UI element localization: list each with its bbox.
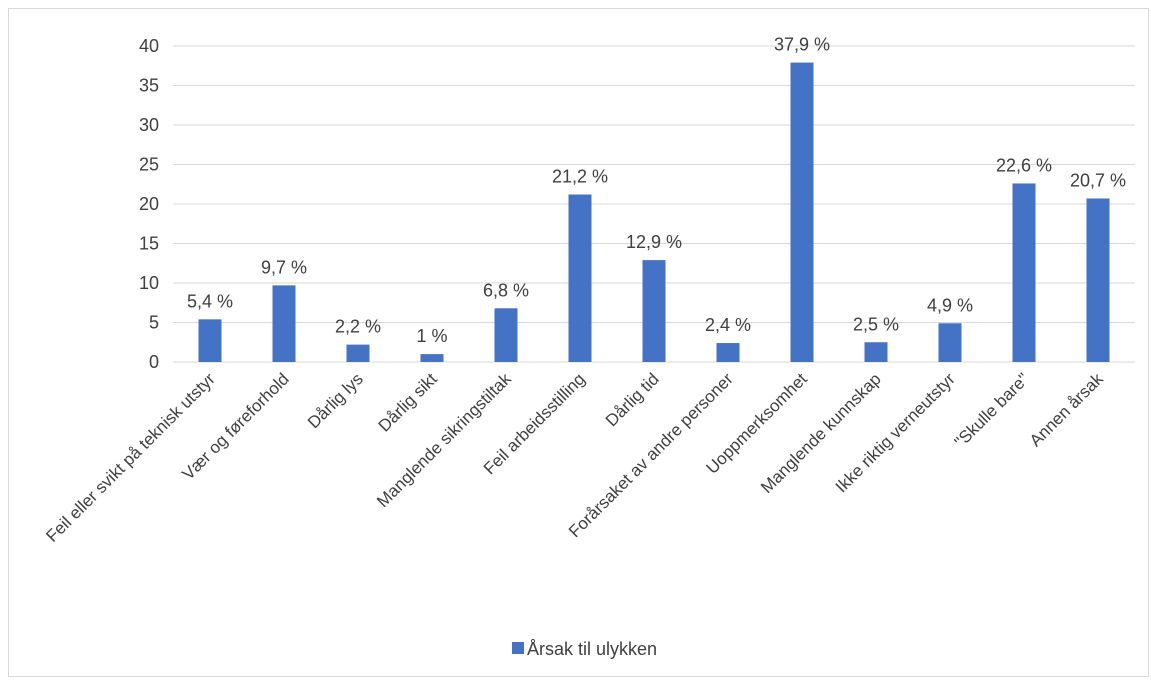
data-label: 4,9 % bbox=[927, 295, 973, 315]
y-tick-label: 5 bbox=[149, 313, 159, 333]
legend: Årsak til ulykken bbox=[512, 639, 657, 659]
y-axis-tick-labels: 0 5 10 15 20 25 30 35 40 bbox=[139, 36, 159, 372]
bar bbox=[198, 319, 222, 362]
x-category-label: Manglende kunnskap bbox=[757, 369, 885, 497]
legend-swatch bbox=[512, 642, 524, 654]
bar bbox=[1086, 198, 1110, 362]
data-label: 2,5 % bbox=[853, 314, 899, 334]
x-category-label: Manglende sikringstiltak bbox=[373, 369, 515, 511]
data-label: 6,8 % bbox=[483, 280, 529, 300]
bar bbox=[642, 260, 666, 362]
x-category-label: "Skulle bare" bbox=[951, 369, 1033, 451]
y-tick-label: 0 bbox=[149, 352, 159, 372]
legend-label: Årsak til ulykken bbox=[527, 639, 657, 659]
y-tick-label: 15 bbox=[139, 234, 159, 254]
bar bbox=[346, 344, 370, 362]
y-tick-label: 40 bbox=[139, 36, 159, 56]
bar-chart: 0 5 10 15 20 25 30 35 40 5,4 % 9,7 % 2,2 % 1 % 6,8 %… bbox=[42, 35, 1135, 659]
data-label: 2,4 % bbox=[705, 315, 751, 335]
x-category-label: Dårlig lys bbox=[304, 369, 367, 432]
bar bbox=[568, 194, 592, 362]
bars bbox=[198, 62, 1110, 363]
data-label: 12,9 % bbox=[626, 232, 682, 252]
data-label: 37,9 % bbox=[774, 35, 830, 55]
y-tick-label: 35 bbox=[139, 76, 159, 96]
bar bbox=[1012, 183, 1036, 362]
y-tick-label: 20 bbox=[139, 194, 159, 214]
y-tick-label: 10 bbox=[139, 273, 159, 293]
bar bbox=[716, 343, 740, 362]
data-label: 21,2 % bbox=[552, 167, 608, 187]
data-label: 2,2 % bbox=[335, 317, 381, 337]
x-category-label: Dårlig tid bbox=[602, 369, 663, 430]
bar bbox=[864, 342, 888, 362]
data-label: 22,6 % bbox=[996, 155, 1052, 175]
x-category-label: Ikke riktig verneutstyr bbox=[832, 369, 959, 496]
chart-area: 0 5 10 15 20 25 30 35 40 5,4 % 9,7 % 2,2 % 1 % 6,8 %… bbox=[8, 8, 1149, 677]
y-tick-label: 25 bbox=[139, 155, 159, 175]
x-category-label: Annen årsak bbox=[1026, 369, 1107, 450]
y-tick-label: 30 bbox=[139, 115, 159, 135]
data-labels: 5,4 % 9,7 % 2,2 % 1 % 6,8 % 21,2 % 12,9 % 2,4 %… bbox=[187, 35, 1126, 347]
data-label: 5,4 % bbox=[187, 291, 233, 311]
bar bbox=[420, 354, 444, 362]
data-label: 9,7 % bbox=[261, 257, 307, 277]
bar bbox=[938, 323, 962, 362]
bar bbox=[272, 285, 296, 362]
data-label: 20,7 % bbox=[1070, 170, 1126, 190]
gridlines bbox=[173, 45, 1135, 363]
bar bbox=[790, 62, 814, 363]
x-category-label: Dårlig sikt bbox=[375, 369, 441, 435]
data-label: 1 % bbox=[416, 326, 447, 346]
bar bbox=[494, 308, 518, 362]
